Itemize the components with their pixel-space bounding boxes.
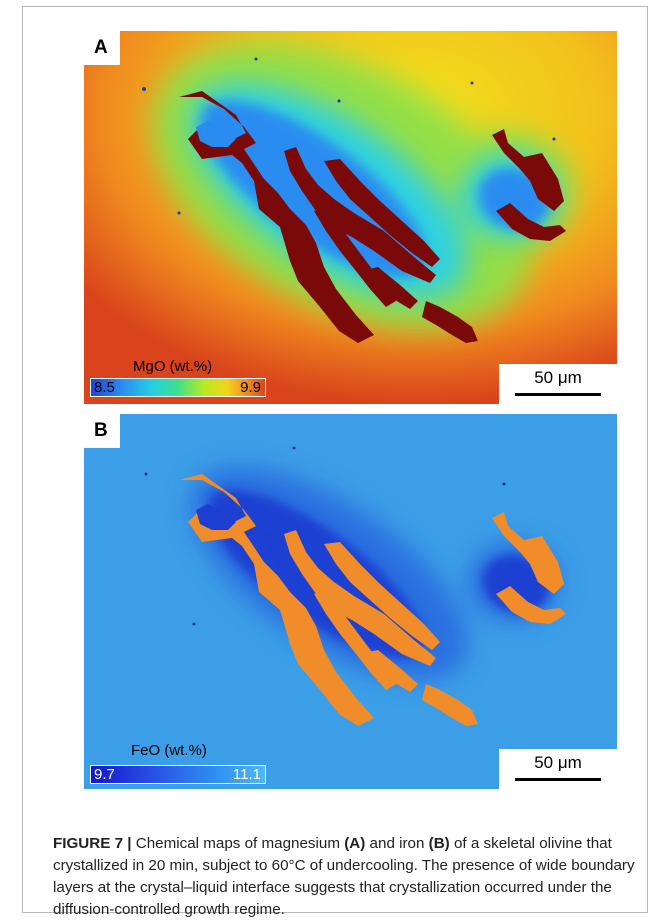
feo-colorbar-min: 9.7 bbox=[94, 766, 115, 783]
feo-colorbar-max: 11.1 bbox=[232, 766, 261, 783]
scale-label-b: 50 μm bbox=[534, 753, 582, 772]
mgo-map-panel: A MgO (wt.%) 8.5 9.9 50 μm bbox=[84, 31, 617, 404]
figure-caption: FIGURE 7 | Chemical maps of magnesium (A… bbox=[53, 833, 657, 921]
scale-label-a: 50 μm bbox=[534, 368, 582, 387]
panel-a-label: A bbox=[84, 31, 120, 65]
mgo-colorbar: 8.5 9.9 bbox=[90, 378, 266, 397]
feo-colorbar-title: FeO (wt.%) bbox=[131, 742, 207, 759]
feo-colorbar: 9.7 11.1 bbox=[90, 765, 266, 784]
caption-text-3: of a skeletal olivine that crystallized … bbox=[53, 835, 635, 918]
scale-line-b bbox=[515, 778, 601, 781]
scale-bar-b: 50 μm bbox=[499, 749, 617, 789]
feo-chemical-map bbox=[84, 414, 617, 789]
caption-ref-b: (B) bbox=[428, 835, 450, 852]
feo-crystal-shapes bbox=[179, 474, 566, 726]
mgo-chemical-map bbox=[84, 31, 617, 404]
panel-b-label: B bbox=[84, 414, 120, 448]
mgo-colorbar-min: 8.5 bbox=[94, 379, 115, 396]
caption-text-2: and iron bbox=[365, 835, 429, 852]
feo-map-panel: B FeO (wt.%) 9.7 11.1 50 μm bbox=[84, 414, 617, 789]
figure-container: A MgO (wt.%) 8.5 9.9 50 μm bbox=[22, 6, 648, 918]
caption-text-1: Chemical maps of magnesium bbox=[131, 835, 345, 852]
caption-label: FIGURE 7 | bbox=[53, 835, 132, 852]
caption-ref-a: (A) bbox=[344, 835, 366, 852]
scale-line-a bbox=[515, 393, 601, 396]
mgo-colorbar-title: MgO (wt.%) bbox=[133, 358, 213, 375]
mgo-colorbar-max: 9.9 bbox=[240, 379, 261, 396]
scale-bar-a: 50 μm bbox=[499, 364, 617, 404]
mgo-crystal-shapes bbox=[179, 91, 566, 343]
